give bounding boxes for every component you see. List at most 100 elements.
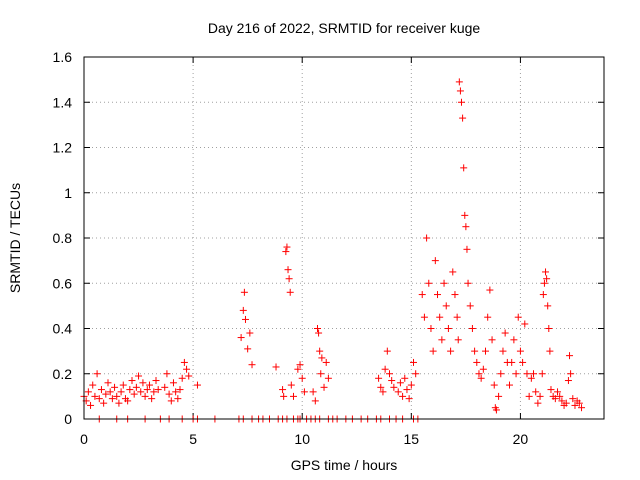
- data-point: [285, 275, 293, 283]
- data-point: [486, 286, 494, 294]
- data-point: [104, 379, 112, 387]
- data-point: [556, 392, 564, 400]
- data-point: [499, 347, 507, 355]
- data-point: [248, 361, 256, 369]
- data-point: [97, 386, 105, 394]
- data-point: [283, 243, 291, 251]
- data-point: [532, 388, 540, 396]
- data-point: [385, 370, 393, 378]
- y-tick-label: 0.6: [53, 275, 73, 291]
- data-point: [466, 302, 474, 310]
- chart-title: Day 216 of 2022, SRMTID for receiver kug…: [208, 20, 481, 36]
- data-point: [490, 381, 498, 389]
- data-point: [152, 377, 160, 385]
- data-point: [296, 361, 304, 369]
- data-point: [141, 392, 149, 400]
- data-point: [479, 365, 487, 373]
- data-point: [475, 370, 483, 378]
- data-point: [440, 279, 448, 287]
- data-point: [464, 279, 472, 287]
- data-point: [425, 279, 433, 287]
- data-point: [246, 329, 254, 337]
- data-point: [111, 383, 119, 391]
- data-point: [239, 306, 247, 314]
- data-point: [434, 291, 442, 299]
- data-point: [431, 257, 439, 265]
- data-point: [488, 336, 496, 344]
- data-point: [300, 388, 308, 396]
- data-point: [454, 336, 462, 344]
- data-point: [542, 268, 550, 276]
- data-point: [176, 386, 184, 394]
- data-point: [534, 399, 542, 407]
- data-point: [324, 374, 332, 382]
- data-point: [126, 386, 134, 394]
- y-tick-label: 0.2: [53, 366, 73, 382]
- data-point: [240, 288, 248, 296]
- data-point: [100, 399, 108, 407]
- data-point: [429, 347, 437, 355]
- y-tick-label: 0.8: [53, 230, 73, 246]
- data-point: [456, 87, 464, 95]
- data-point: [442, 302, 450, 310]
- data-point: [418, 291, 426, 299]
- data-point: [538, 370, 546, 378]
- data-point: [95, 395, 103, 403]
- data-point: [84, 388, 92, 396]
- data-point: [311, 397, 319, 405]
- data-point: [279, 386, 287, 394]
- data-points: [80, 78, 586, 423]
- data-point: [554, 388, 562, 396]
- data-point: [514, 313, 522, 321]
- data-point: [458, 98, 466, 106]
- data-point: [521, 320, 529, 328]
- data-point: [294, 365, 302, 373]
- data-point: [241, 315, 249, 323]
- data-point: [180, 358, 188, 366]
- data-point: [132, 383, 140, 391]
- data-point: [530, 370, 538, 378]
- data-point: [282, 248, 290, 256]
- data-point: [394, 388, 402, 396]
- data-point: [449, 268, 457, 276]
- data-point: [512, 370, 520, 378]
- data-point: [87, 401, 95, 409]
- data-point: [379, 388, 387, 396]
- data-point: [113, 392, 121, 400]
- data-point: [91, 392, 99, 400]
- data-point: [525, 392, 533, 400]
- data-point: [309, 388, 317, 396]
- data-point: [115, 399, 123, 407]
- data-point: [461, 211, 469, 219]
- x-axis-label: GPS time / hours: [291, 457, 398, 473]
- data-point: [578, 404, 586, 412]
- y-tick-label: 1.2: [53, 140, 73, 156]
- data-point: [390, 383, 398, 391]
- data-point: [523, 370, 531, 378]
- data-point: [165, 390, 173, 398]
- data-point: [317, 370, 325, 378]
- data-point: [315, 329, 323, 337]
- data-point: [412, 370, 420, 378]
- data-point: [516, 347, 524, 355]
- data-point: [89, 381, 97, 389]
- data-point: [571, 401, 579, 409]
- data-point: [444, 325, 452, 332]
- data-point: [506, 381, 514, 389]
- data-point: [167, 397, 175, 405]
- data-point: [163, 370, 171, 378]
- data-point: [562, 399, 570, 407]
- data-point: [420, 313, 428, 321]
- data-point: [102, 390, 110, 398]
- data-point: [407, 381, 415, 389]
- data-point: [447, 347, 455, 355]
- data-point: [536, 392, 544, 400]
- data-point: [482, 347, 490, 355]
- data-point: [544, 302, 552, 310]
- data-point: [178, 374, 186, 382]
- data-point: [287, 381, 295, 389]
- data-point: [172, 388, 180, 396]
- grid: [84, 57, 604, 419]
- x-tick-label: 5: [189, 431, 197, 447]
- data-point: [174, 395, 182, 403]
